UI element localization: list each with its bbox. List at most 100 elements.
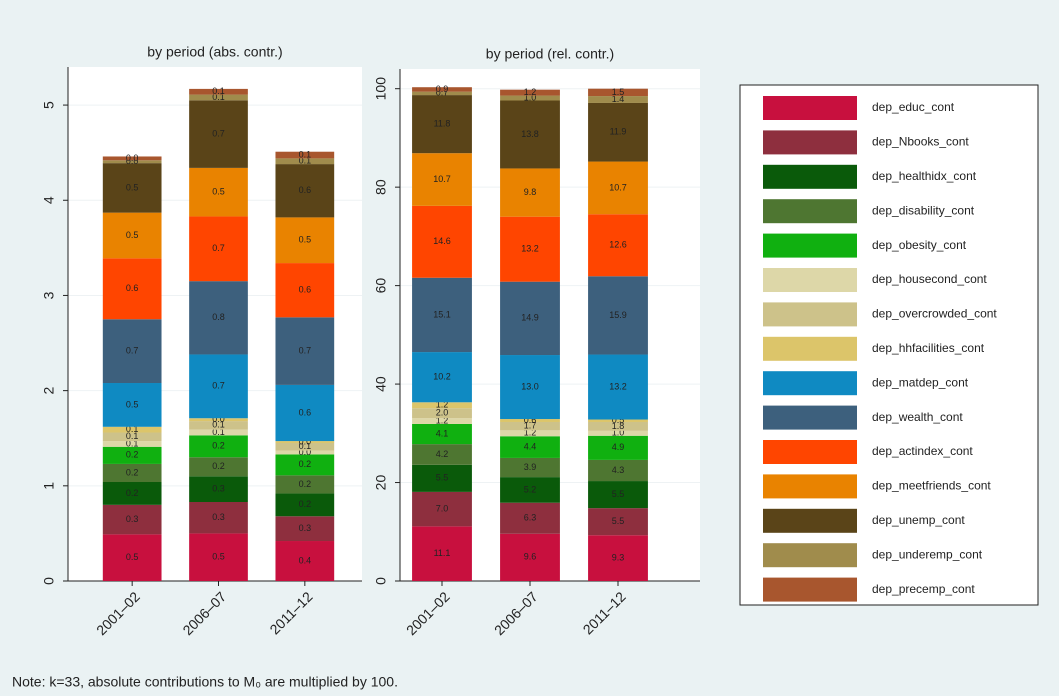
segment-label: 0.8 — [212, 312, 225, 322]
segment-label: 0.0 — [212, 414, 225, 424]
bar-segment — [412, 153, 472, 206]
legend-swatch — [763, 130, 857, 155]
segment-label: 0.7 — [212, 128, 225, 138]
segment-label: 9.6 — [524, 552, 537, 562]
bar-segment — [102, 212, 162, 259]
segment-label: 0.2 — [212, 461, 225, 471]
legend-label: dep_precemp_cont — [872, 582, 975, 596]
segment-label: 13.2 — [521, 244, 539, 254]
legend-label: dep_overcrowded_cont — [872, 307, 997, 321]
segment-label: 0.6 — [524, 415, 537, 425]
segment-label: 0.5 — [612, 415, 625, 425]
bar-segment — [500, 477, 560, 503]
segment-label: 1.0 — [524, 92, 537, 102]
segment-label: 0.1 — [299, 156, 312, 166]
segment-label: 0.5 — [126, 552, 139, 562]
segment-label: 10.7 — [609, 182, 627, 192]
bar-segment — [189, 429, 248, 436]
bar-segment — [412, 444, 472, 465]
bar-segment — [102, 482, 162, 505]
bar-segment — [588, 88, 648, 97]
segment-label: 0.1 — [299, 149, 312, 159]
legend-label: dep_hhfacilities_cont — [872, 341, 985, 355]
bar-segment — [588, 276, 648, 355]
y-tick-label: 0 — [373, 577, 389, 585]
bar-segment — [275, 384, 335, 442]
legend-swatch — [763, 371, 857, 396]
segment-label: 4.2 — [436, 449, 449, 459]
segment-label: 1.5 — [612, 87, 625, 97]
segment-label: 0.2 — [212, 441, 225, 451]
segment-label: 5.5 — [612, 516, 625, 526]
bar-segment — [500, 216, 560, 282]
segment-label: 10.7 — [433, 174, 451, 184]
segment-label: 0.1 — [212, 86, 225, 96]
segment-label: 0.5 — [299, 235, 312, 245]
bar-segment — [275, 441, 335, 443]
segment-label: 14.9 — [521, 313, 539, 323]
bar-segment — [588, 161, 648, 215]
segment-label: 0.2 — [299, 499, 312, 509]
segment-label: 0.1 — [212, 420, 225, 430]
bar-segment — [500, 502, 560, 534]
segment-label: 11.8 — [434, 119, 451, 129]
bar-segment — [189, 354, 248, 419]
bar-segment — [275, 450, 335, 455]
bar-segment — [500, 89, 560, 96]
segment-label: 14.6 — [433, 236, 451, 246]
bar-segment — [588, 535, 648, 581]
segment-label: 5.5 — [612, 489, 625, 499]
panel-title: by period (rel. contr.) — [486, 46, 614, 62]
segment-label: 13.2 — [609, 381, 627, 391]
bar-segment — [500, 421, 560, 431]
segment-label: 1.4 — [612, 94, 625, 104]
segment-label: 1.0 — [612, 428, 625, 438]
bar-segment — [189, 167, 248, 217]
y-tick-label: 2 — [41, 387, 57, 395]
legend-swatch — [763, 577, 857, 602]
legend-label: dep_disability_cont — [872, 203, 975, 217]
segment-label: 0.4 — [299, 555, 312, 565]
bar-segment — [500, 95, 560, 101]
segment-label: 0.5 — [212, 552, 225, 562]
segment-label: 9.3 — [612, 552, 625, 562]
segment-label: 0.1 — [299, 441, 312, 451]
bar-segment — [102, 383, 162, 427]
bar-segment — [588, 421, 648, 431]
bar-segment — [412, 418, 472, 424]
bar-segment — [102, 258, 162, 320]
legend-swatch — [763, 164, 857, 189]
segment-label: 11.9 — [610, 127, 627, 137]
segment-label: 13.0 — [521, 381, 539, 391]
bar-segment — [412, 408, 472, 419]
segment-label: 0.1 — [212, 92, 225, 102]
bar-segment — [189, 533, 248, 581]
segment-label: 0.3 — [212, 512, 225, 522]
segment-label: 13.8 — [521, 129, 539, 139]
segment-label: 0.3 — [126, 514, 139, 524]
legend-swatch — [763, 543, 857, 568]
bar-segment — [275, 541, 335, 581]
legend-label: dep_educ_cont — [872, 100, 955, 114]
segment-label: 0.0 — [126, 153, 139, 163]
y-tick-label: 40 — [373, 376, 389, 392]
bar-segment — [412, 95, 472, 154]
bar-segment — [189, 476, 248, 502]
bar-segment — [500, 281, 560, 356]
segment-label: 0.2 — [299, 459, 312, 469]
bar-segment — [275, 263, 335, 318]
bar-segment — [189, 216, 248, 282]
legend-swatch — [763, 302, 857, 327]
segment-label: 3.9 — [524, 462, 537, 472]
segment-label: 5.5 — [436, 473, 449, 483]
segment-label: 0.2 — [299, 479, 312, 489]
y-tick-label: 60 — [373, 278, 389, 294]
legend-label: dep_housecond_cont — [872, 272, 987, 286]
y-tick-label: 20 — [373, 475, 389, 491]
segment-label: 0.0 — [126, 156, 139, 166]
bar-segment — [500, 533, 560, 581]
legend-label: dep_actindex_cont — [872, 444, 973, 458]
bar-segment — [275, 475, 335, 494]
bar-segment — [588, 214, 648, 277]
segment-label: 4.3 — [612, 465, 625, 475]
